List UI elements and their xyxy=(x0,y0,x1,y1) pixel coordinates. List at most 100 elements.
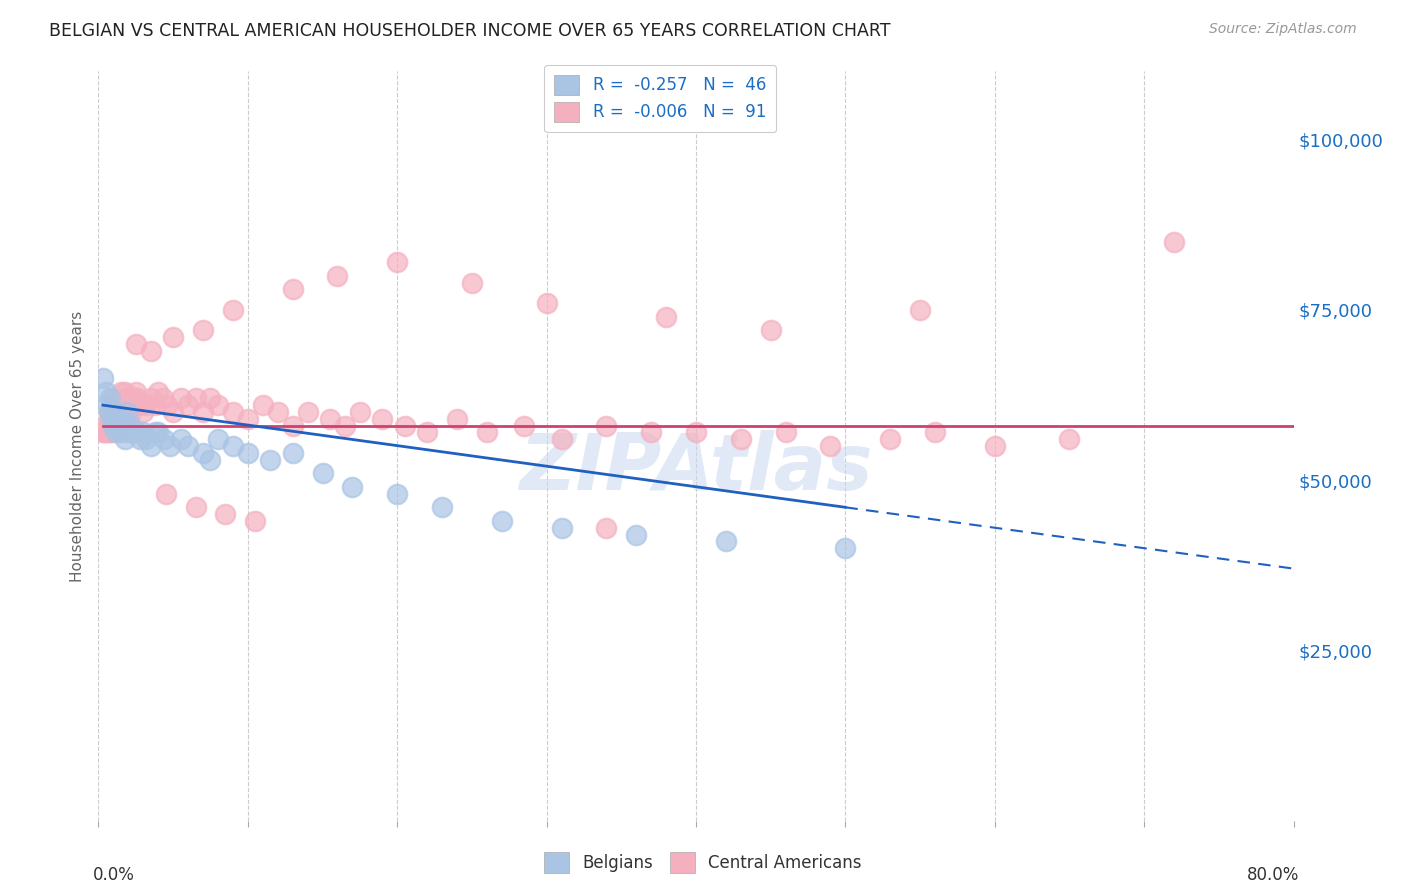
Point xyxy=(94,384,117,399)
Point xyxy=(129,432,152,446)
Point xyxy=(103,392,125,406)
Point xyxy=(879,432,901,446)
Point xyxy=(114,411,136,425)
Point xyxy=(105,425,128,440)
Point xyxy=(98,392,122,406)
Y-axis label: Householder Income Over 65 years: Householder Income Over 65 years xyxy=(69,310,84,582)
Point xyxy=(120,418,142,433)
Point xyxy=(475,425,498,440)
Point xyxy=(984,439,1007,453)
Point xyxy=(550,432,572,446)
Point xyxy=(342,480,364,494)
Point xyxy=(152,392,174,406)
Point xyxy=(924,425,946,440)
Point xyxy=(834,541,856,556)
Point xyxy=(491,514,513,528)
Point xyxy=(184,392,207,406)
Point xyxy=(245,514,267,528)
Point xyxy=(820,439,842,453)
Point xyxy=(104,411,127,425)
Point xyxy=(236,446,259,460)
Point xyxy=(759,323,782,337)
Point xyxy=(177,398,200,412)
Point xyxy=(97,405,120,419)
Point xyxy=(107,425,129,440)
Point xyxy=(775,425,797,440)
Point xyxy=(595,521,617,535)
Point xyxy=(714,534,737,549)
Point xyxy=(125,384,148,399)
Point xyxy=(333,418,356,433)
Point xyxy=(115,405,138,419)
Point xyxy=(114,384,136,399)
Point xyxy=(111,411,134,425)
Point xyxy=(214,507,236,521)
Point xyxy=(311,467,333,481)
Text: Source: ZipAtlas.com: Source: ZipAtlas.com xyxy=(1209,22,1357,37)
Point xyxy=(98,425,122,440)
Point xyxy=(120,405,142,419)
Point xyxy=(655,310,678,324)
Point xyxy=(105,418,128,433)
Point xyxy=(184,500,207,515)
Point xyxy=(121,392,143,406)
Point xyxy=(118,398,141,412)
Point xyxy=(104,405,127,419)
Point xyxy=(162,330,184,344)
Point xyxy=(385,255,409,269)
Point xyxy=(908,302,931,317)
Point xyxy=(156,398,179,412)
Point xyxy=(110,411,132,425)
Point xyxy=(222,439,245,453)
Point xyxy=(281,418,304,433)
Point xyxy=(685,425,707,440)
Point xyxy=(96,418,118,433)
Point xyxy=(416,425,439,440)
Point xyxy=(94,425,117,440)
Point xyxy=(97,425,120,440)
Point xyxy=(143,425,166,440)
Point xyxy=(155,486,177,500)
Point xyxy=(319,411,342,425)
Point xyxy=(127,425,149,440)
Point xyxy=(200,392,222,406)
Point xyxy=(430,500,453,515)
Point xyxy=(148,425,170,440)
Point xyxy=(96,398,118,412)
Point xyxy=(281,446,304,460)
Text: BELGIAN VS CENTRAL AMERICAN HOUSEHOLDER INCOME OVER 65 YEARS CORRELATION CHART: BELGIAN VS CENTRAL AMERICAN HOUSEHOLDER … xyxy=(49,22,891,40)
Point xyxy=(139,343,162,358)
Legend: R =  -0.257   N =  46, R =  -0.006   N =  91: R = -0.257 N = 46, R = -0.006 N = 91 xyxy=(544,65,776,132)
Point xyxy=(127,392,149,406)
Point xyxy=(110,425,132,440)
Point xyxy=(125,336,148,351)
Point xyxy=(297,405,319,419)
Point xyxy=(349,405,371,419)
Point xyxy=(281,282,304,296)
Point xyxy=(1059,432,1081,446)
Point xyxy=(132,405,155,419)
Text: 0.0%: 0.0% xyxy=(93,865,135,884)
Point xyxy=(108,418,131,433)
Point xyxy=(191,405,214,419)
Legend: Belgians, Central Americans: Belgians, Central Americans xyxy=(537,846,869,880)
Point xyxy=(371,411,394,425)
Point xyxy=(97,411,120,425)
Text: ZIPAtlas: ZIPAtlas xyxy=(519,431,873,507)
Point xyxy=(162,405,184,419)
Point xyxy=(159,439,181,453)
Point xyxy=(101,405,124,419)
Point xyxy=(107,398,129,412)
Point xyxy=(595,418,617,433)
Point xyxy=(536,296,558,310)
Point xyxy=(394,418,416,433)
Point xyxy=(91,425,114,440)
Point xyxy=(124,398,146,412)
Point xyxy=(640,425,662,440)
Point xyxy=(513,418,536,433)
Point xyxy=(259,452,281,467)
Point xyxy=(461,276,484,290)
Point xyxy=(115,392,138,406)
Point xyxy=(111,398,134,412)
Point xyxy=(143,398,166,412)
